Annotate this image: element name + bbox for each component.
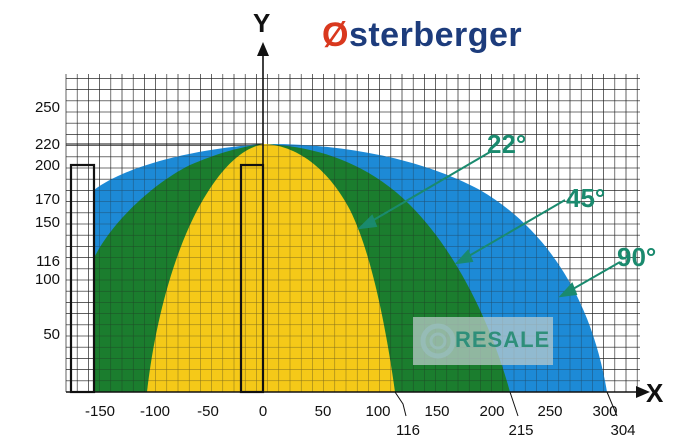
tick-leader-116 xyxy=(394,391,407,417)
x-tick-300: 300 xyxy=(592,403,618,420)
x-tick-100: 100 xyxy=(365,403,391,420)
y-tick-50: 50 xyxy=(43,326,60,343)
x-tick-minus100: -100 xyxy=(139,403,171,420)
brand-logo-o: Ø xyxy=(322,16,349,54)
tick-leader-304 xyxy=(606,391,618,417)
y-tick-250: 250 xyxy=(34,99,60,116)
x-tick-0: 0 xyxy=(258,403,268,420)
angle-label-90: 90° xyxy=(617,242,657,272)
x-axis-arrow xyxy=(636,386,650,398)
x-axis-label: X xyxy=(646,378,664,408)
arrow-45-head xyxy=(454,249,474,265)
tick-leader-215 xyxy=(509,391,519,417)
resale-watermark xyxy=(413,317,553,365)
rect-left xyxy=(69,163,96,394)
x-tick-150: 150 xyxy=(424,403,450,420)
y-axis-arrow xyxy=(257,42,269,56)
y-tick-170: 170 xyxy=(34,191,60,208)
x-tick-116: 116 xyxy=(396,422,420,439)
x-tick-304: 304 xyxy=(610,422,636,439)
x-tick-minus150: -150 xyxy=(84,403,116,420)
x-tick-50: 50 xyxy=(314,403,332,420)
brand-logo: Østerberger xyxy=(322,18,522,52)
x-tick-250: 250 xyxy=(537,403,563,420)
y-tick-150: 150 xyxy=(34,214,60,231)
arrow-90-line xyxy=(565,261,621,294)
arrow-22-head xyxy=(357,214,378,230)
y-tick-220: 220 xyxy=(34,136,60,153)
x-tick-200: 200 xyxy=(479,403,505,420)
x-tick-215: 215 xyxy=(508,422,534,439)
brand-logo-text: sterberger xyxy=(348,16,523,54)
zone-22-yellow xyxy=(147,144,395,392)
angle-label-45: 45° xyxy=(566,183,606,213)
arrow-22-line xyxy=(364,151,491,226)
y-tick-100: 100 xyxy=(34,271,60,288)
arrow-90-head xyxy=(558,282,578,298)
angle-label-22: 22° xyxy=(487,129,527,159)
x-tick-minus50: -50 xyxy=(197,403,219,420)
y-tick-200: 200 xyxy=(34,157,60,174)
arrow-45-line xyxy=(461,199,566,261)
resale-text: RESALE xyxy=(455,327,551,352)
y-tick-116: 116 xyxy=(36,253,60,270)
y-axis-label: Y xyxy=(253,8,271,38)
